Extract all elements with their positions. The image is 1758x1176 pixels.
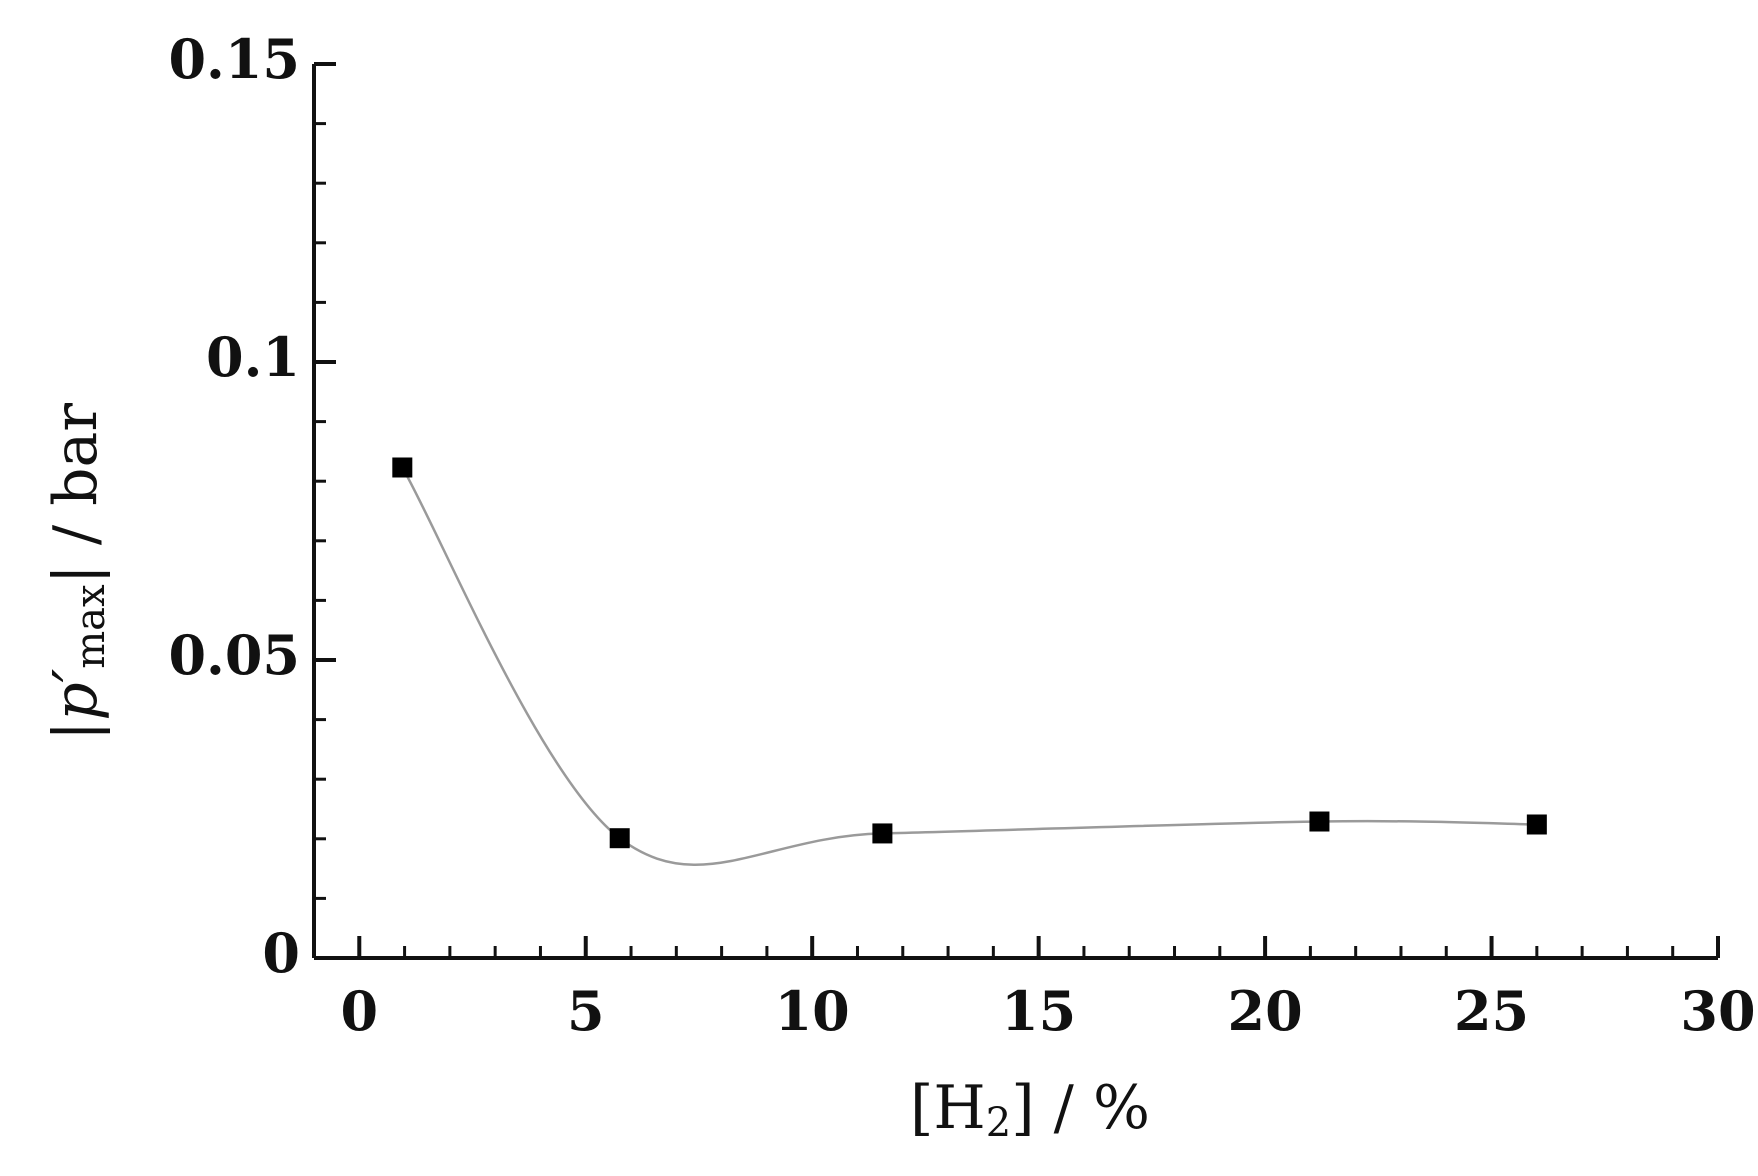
y-label-rest: | / bar xyxy=(41,403,111,585)
x-axis-label: [H2] / % xyxy=(910,1073,1150,1146)
x-tick-label: 30 xyxy=(1680,979,1755,1043)
marker xyxy=(392,457,413,478)
marker xyxy=(609,828,630,849)
x-tick-label: 0 xyxy=(341,979,379,1043)
y-label-main: |p′ xyxy=(41,668,111,741)
y-label-sub: max xyxy=(68,584,114,669)
marker xyxy=(1526,814,1547,835)
marker xyxy=(1309,811,1330,832)
x-tick-label: 20 xyxy=(1228,979,1303,1043)
y-tick-label: 0 xyxy=(262,921,300,985)
x-label-sub: 2 xyxy=(986,1100,1011,1146)
x-tick-label: 25 xyxy=(1454,979,1529,1043)
x-tick-label: 10 xyxy=(775,979,850,1043)
x-label-rest: ] / % xyxy=(1011,1073,1150,1143)
y-tick-label: 0.15 xyxy=(168,27,300,91)
y-tick-label: 0.1 xyxy=(206,325,300,389)
x-tick-label: 15 xyxy=(1001,979,1076,1043)
x-label-main: [H xyxy=(910,1073,986,1143)
series-line xyxy=(401,466,1537,866)
marker xyxy=(872,823,893,844)
x-tick-label: 5 xyxy=(567,979,605,1043)
y-tick-label: 0.05 xyxy=(168,623,300,687)
y-axis-label: |p′max| / bar xyxy=(41,403,114,741)
